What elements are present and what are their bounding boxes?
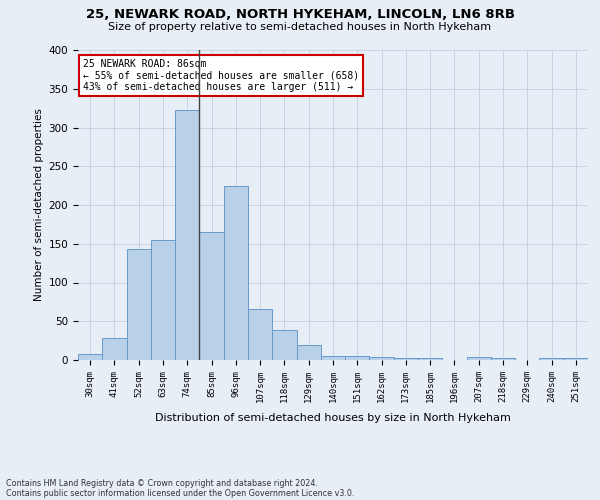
Bar [418, 358, 442, 360]
Y-axis label: Number of semi-detached properties: Number of semi-detached properties [34, 108, 44, 302]
Text: Contains public sector information licensed under the Open Government Licence v3: Contains public sector information licen… [6, 488, 355, 498]
Text: 25, NEWARK ROAD, NORTH HYKEHAM, LINCOLN, LN6 8RB: 25, NEWARK ROAD, NORTH HYKEHAM, LINCOLN,… [86, 8, 515, 20]
Bar [321, 356, 345, 360]
Bar [272, 330, 296, 360]
Bar [539, 358, 564, 360]
Bar [199, 232, 224, 360]
Bar [564, 358, 588, 360]
Bar [296, 344, 321, 360]
Bar [248, 309, 272, 360]
Bar [102, 338, 127, 360]
Bar [175, 110, 199, 360]
Bar [345, 356, 370, 360]
Bar [370, 357, 394, 360]
Bar [151, 240, 175, 360]
Bar [127, 249, 151, 360]
Text: 25 NEWARK ROAD: 86sqm
← 55% of semi-detached houses are smaller (658)
43% of sem: 25 NEWARK ROAD: 86sqm ← 55% of semi-deta… [83, 60, 359, 92]
Bar [491, 358, 515, 360]
Bar [224, 186, 248, 360]
Text: Contains HM Land Registry data © Crown copyright and database right 2024.: Contains HM Land Registry data © Crown c… [6, 478, 318, 488]
Text: Size of property relative to semi-detached houses in North Hykeham: Size of property relative to semi-detach… [109, 22, 491, 32]
Bar [394, 358, 418, 360]
Bar [467, 357, 491, 360]
X-axis label: Distribution of semi-detached houses by size in North Hykeham: Distribution of semi-detached houses by … [155, 413, 511, 423]
Bar [78, 354, 102, 360]
